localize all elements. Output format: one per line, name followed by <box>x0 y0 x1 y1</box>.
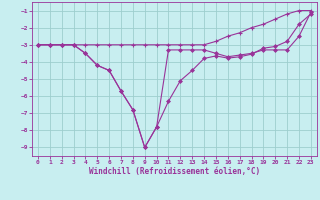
X-axis label: Windchill (Refroidissement éolien,°C): Windchill (Refroidissement éolien,°C) <box>89 167 260 176</box>
